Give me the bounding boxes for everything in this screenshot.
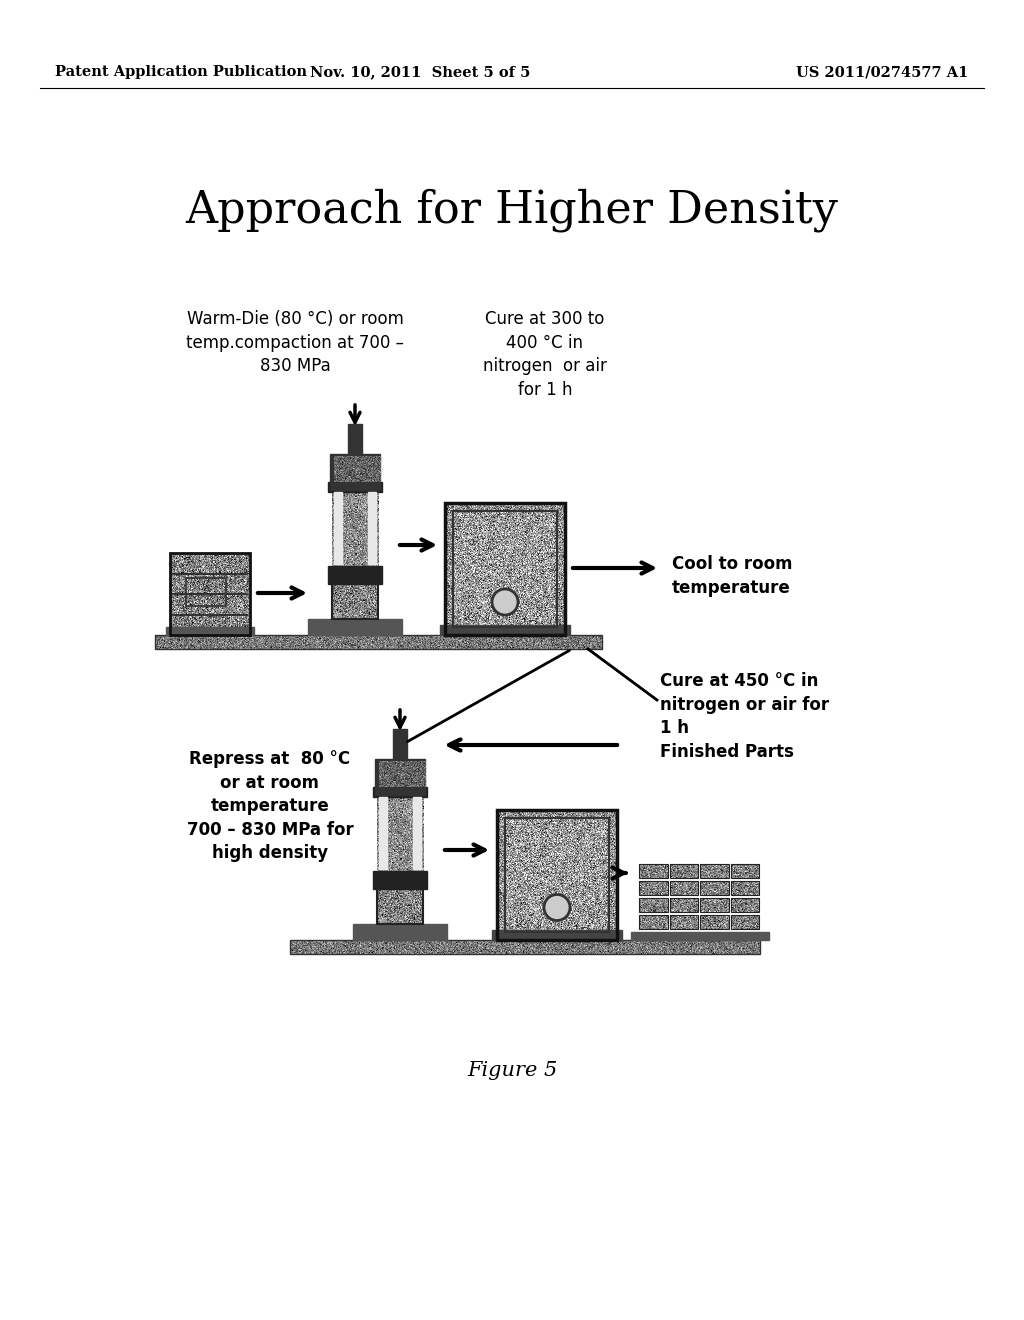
Text: Nov. 10, 2011  Sheet 5 of 5: Nov. 10, 2011 Sheet 5 of 5 [310,65,530,79]
Bar [170,553,250,635]
Text: Cure at 300 to
400 °C in
nitrogen  or air
for 1 h: Cure at 300 to 400 °C in nitrogen or air… [483,310,607,399]
Bar [639,880,668,895]
Bar [348,424,362,454]
Bar [155,635,602,649]
Bar [730,880,759,895]
Bar [373,871,427,888]
Bar [453,511,557,627]
Bar [308,619,402,635]
Text: Warm-Die (80 °C) or room
temp.compaction at 700 –
830 MPa: Warm-Die (80 °C) or room temp.compaction… [186,310,404,375]
Text: Cure at 450 °C in
nitrogen or air for
1 h
Finished Parts: Cure at 450 °C in nitrogen or air for 1 … [660,672,829,760]
Bar [377,888,423,924]
Bar [334,492,342,564]
Bar [328,482,382,492]
Bar [670,898,698,912]
Bar [497,810,617,940]
Bar [186,578,226,606]
Bar [639,898,668,912]
Bar [290,940,760,954]
Bar [730,865,759,878]
Bar [730,898,759,912]
Bar [328,566,382,583]
Bar [639,915,668,929]
Bar [373,787,427,797]
Bar [353,924,447,940]
Bar [492,931,622,940]
Circle shape [544,895,570,920]
Text: Figure 5: Figure 5 [467,1060,557,1080]
Bar [505,818,609,932]
Circle shape [492,589,518,615]
Bar [700,898,728,912]
Text: Repress at  80 °C
or at room
temperature
700 – 830 MPa for
high density: Repress at 80 °C or at room temperature … [186,750,353,862]
Bar [440,624,570,635]
Bar [730,915,759,929]
Text: US 2011/0274577 A1: US 2011/0274577 A1 [796,65,968,79]
Bar [166,627,254,635]
Text: Patent Application Publication: Patent Application Publication [55,65,307,79]
Bar [368,492,377,564]
Bar [670,915,698,929]
Bar [379,797,387,869]
FancyArrowPatch shape [408,651,569,742]
Text: Approach for Higher Density: Approach for Higher Density [185,189,839,232]
Bar [375,759,425,795]
Bar [413,797,422,869]
Bar [332,583,379,619]
Bar [639,865,668,878]
Bar [445,503,565,635]
Bar [631,932,769,940]
Bar [330,454,380,490]
Bar [670,880,698,895]
Bar [670,865,698,878]
Text: Cool to room
temperature: Cool to room temperature [672,554,793,597]
Bar [700,880,728,895]
Bar [700,865,728,878]
Bar [393,729,407,759]
Bar [700,915,728,929]
